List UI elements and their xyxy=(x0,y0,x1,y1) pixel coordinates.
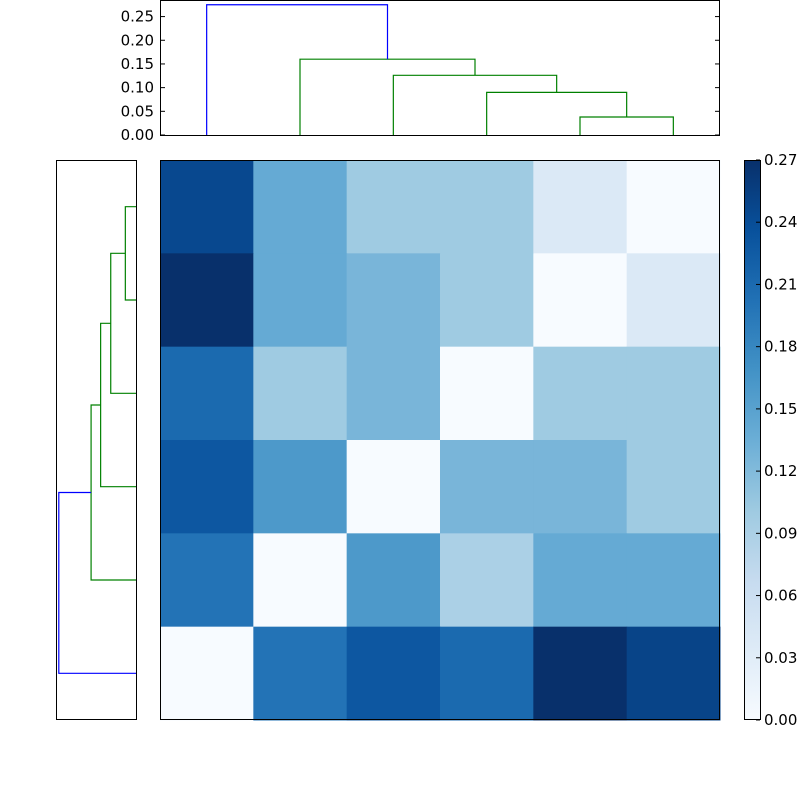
colorbar-gradient xyxy=(745,160,760,720)
heatmap-cell xyxy=(533,440,628,534)
heatmap-cell xyxy=(160,533,254,628)
dendrogram-link xyxy=(579,116,674,135)
y-tick-label: 0.00 xyxy=(121,126,154,144)
heatmap-cell xyxy=(160,160,254,254)
colorbar-ticks: 0.00 0.03 0.06 0.09 0.12 0.15 0.18 0.21 0.24 0.27 xyxy=(756,151,797,729)
colorbar-tick-label: 0.03 xyxy=(764,649,797,667)
heatmap xyxy=(160,160,721,721)
colorbar-tick-label: 0.15 xyxy=(764,400,797,418)
top-dendrogram: 0.00 0.05 0.10 0.15 0.20 0.25 xyxy=(121,0,720,144)
dendrogram-link xyxy=(206,4,389,135)
top-dendrogram-frame xyxy=(160,0,720,136)
colorbar-tick-label: 0.27 xyxy=(764,151,797,169)
heatmap-cell xyxy=(253,160,348,254)
colorbar-tick-label: 0.12 xyxy=(764,462,797,480)
dendrogram-link xyxy=(110,252,136,394)
colorbar-tick-label: 0.24 xyxy=(764,213,797,231)
heatmap-cell xyxy=(440,346,534,441)
dendrogram-link xyxy=(58,491,136,674)
dendrogram-link xyxy=(486,91,628,135)
y-tick-label: 0.05 xyxy=(121,102,154,120)
heatmap-cell xyxy=(533,253,628,348)
heatmap-cell xyxy=(346,346,441,441)
heatmap-cell xyxy=(533,626,628,721)
colorbar-tick-label: 0.00 xyxy=(764,711,797,729)
colorbar-frame xyxy=(744,160,761,720)
y-tick-label: 0.15 xyxy=(121,55,154,73)
heatmap-cell xyxy=(533,346,628,441)
heatmap-cell xyxy=(346,533,441,628)
heatmap-cell xyxy=(626,253,721,348)
heatmap-cell xyxy=(346,253,441,348)
heatmap-cell xyxy=(626,160,721,254)
heatmap-cell xyxy=(253,626,348,721)
heatmap-cell xyxy=(253,533,348,628)
colorbar: 0.00 0.03 0.06 0.09 0.12 0.15 0.18 0.21 0.24 0.27 xyxy=(744,151,797,729)
heatmap-cell xyxy=(253,253,348,348)
heatmap-cell xyxy=(346,160,441,254)
heatmap-cell xyxy=(253,346,348,441)
heatmap-cell xyxy=(160,440,254,534)
colorbar-tick-label: 0.09 xyxy=(764,524,797,542)
heatmap-cell xyxy=(626,533,721,628)
colorbar-tick-label: 0.06 xyxy=(764,587,797,605)
heatmap-cell xyxy=(160,253,254,348)
heatmap-cell xyxy=(160,346,254,441)
top-dendrogram-y-axis: 0.00 0.05 0.10 0.15 0.20 0.25 xyxy=(121,8,720,144)
heatmap-cell xyxy=(160,626,254,721)
heatmap-cell xyxy=(346,626,441,721)
heatmap-cell xyxy=(440,253,534,348)
dendrogram-link xyxy=(100,322,136,488)
heatmap-cell xyxy=(626,626,721,721)
left-dendrogram-links xyxy=(58,206,136,674)
heatmap-cell xyxy=(440,626,534,721)
heatmap-cell xyxy=(440,440,534,534)
left-dendrogram-frame xyxy=(56,160,137,720)
y-tick-label: 0.10 xyxy=(121,79,154,97)
left-dendrogram xyxy=(56,160,137,720)
top-dendrogram-links xyxy=(206,4,674,135)
y-tick-label: 0.25 xyxy=(121,8,154,26)
heatmap-cell xyxy=(533,160,628,254)
colorbar-tick-label: 0.18 xyxy=(764,338,797,356)
dendrogram-link xyxy=(299,58,476,135)
heatmap-cells xyxy=(160,160,721,721)
heatmap-frame xyxy=(160,160,720,720)
heatmap-cell xyxy=(533,533,628,628)
heatmap-cell xyxy=(440,533,534,628)
colorbar-tick-label: 0.21 xyxy=(764,275,797,293)
dendrogram-link xyxy=(124,206,136,301)
heatmap-cell xyxy=(253,440,348,534)
heatmap-cell xyxy=(440,160,534,254)
dendrogram-link xyxy=(90,404,136,581)
heatmap-cell xyxy=(626,440,721,534)
heatmap-cell xyxy=(626,346,721,441)
dendrogram-link xyxy=(392,74,558,135)
y-tick-label: 0.20 xyxy=(121,31,154,49)
heatmap-cell xyxy=(346,440,441,534)
